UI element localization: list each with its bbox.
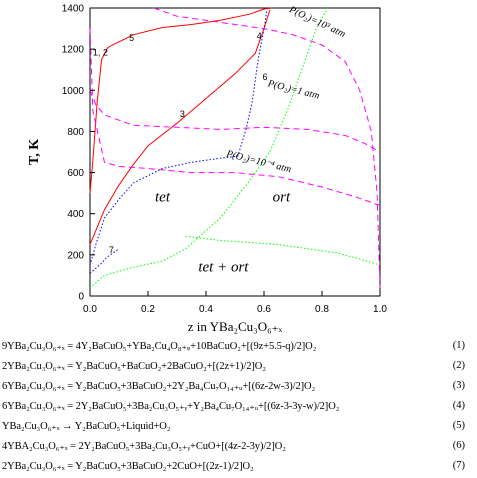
equation-row: 2YBa₂Cu₃O₆₊ₓ = Y₂BaCuO₅+BaCuO₂+2BaCuO₂+[…: [0, 358, 477, 378]
y-axis-title: T, K: [27, 139, 42, 165]
equation-text: YBa₂Cu₃O₆₊ₓ → Y₂BaCuO₅+Liquid+O₂: [2, 421, 171, 432]
equation-number: (4): [452, 400, 465, 411]
x-tick-label: 0.4: [199, 304, 213, 315]
equation-row: 9YBa₂Cu₃O₆₊ₓ = 4Y₂BaCuO₅+YBa₂Cu₄O₈₊ᵩ+10B…: [0, 338, 477, 358]
equation-row: 6YBa₂Cu₃O₆₊ₓ = 2Y₂BaCuO₅+3Ba₂Cu₃O₅₊ᵧ+Y₂B…: [0, 398, 477, 418]
equation-text: 6YBa₂Cu₃O₆₊ₓ = Y₂BaCuO₅+3BaCuO₂+2Y₂Ba₄Cu…: [2, 381, 316, 392]
x-axis-title: z in YBa₂Cu₃O₆₊ₓ: [188, 319, 283, 334]
y-tick-label: 0: [78, 292, 84, 303]
y-tick-label: 1400: [62, 4, 85, 15]
x-tick-label: 0.0: [83, 304, 97, 315]
y-tick-label: 600: [67, 168, 84, 179]
series-two-phase-dome: [185, 235, 381, 266]
curve-label: 1, 2: [93, 47, 108, 57]
phase-diagram: 0.0 0.2 0.4 0.6 0.8 1.0 0 200 400 600 800 1000 1200 1…: [27, 4, 387, 335]
curve-label: 4: [257, 31, 262, 41]
equation-number: (3): [452, 380, 465, 391]
curve-label: 6: [263, 72, 268, 82]
equation-number: (1): [452, 340, 465, 351]
equation-number: (6): [452, 440, 465, 451]
equation-row: 4YBA₂Cu₃O₆₊ₓ = 2Y₂BaCuO₅+3Ba₂Cu₃O₅₊ᵧ+CuO…: [0, 438, 477, 458]
y-tick-label: 800: [67, 127, 84, 138]
series-tet-ort-boundary: [89, 7, 329, 289]
curve-label: 3: [180, 109, 185, 119]
equation-text: 4YBA₂Cu₃O₆₊ₓ = 2Y₂BaCuO₅+3Ba₂Cu₃O₅₊ᵧ+CuO…: [2, 441, 286, 452]
isobar-label: P(O₂)=10³ atm: [287, 4, 348, 40]
y-tick-label: 400: [67, 209, 84, 220]
region-label: tet + ort: [198, 259, 249, 275]
x-tick-label: 0.2: [141, 304, 155, 315]
isobar-label: P(O₂)=10⁻⁴ atm: [224, 148, 292, 175]
curve-label: 7: [109, 245, 114, 255]
equation-text: 6YBa₂Cu₃O₆₊ₓ = 2Y₂BaCuO₅+3Ba₂Cu₃O₅₊ᵧ+Y₂B…: [2, 401, 340, 412]
equation-row: 6YBa₂Cu₃O₆₊ₓ = Y₂BaCuO₅+3BaCuO₂+2Y₂Ba₄Cu…: [0, 378, 477, 398]
curve-label: 5: [129, 33, 134, 43]
series-curve-4-6: [89, 10, 268, 266]
region-label: tet: [155, 189, 171, 205]
equation-text: 2YBa₂Cu₃O₆₊ₓ = Y₂BaCuO₅+BaCuO₂+2BaCuO₂+[…: [2, 361, 266, 372]
series-curve-3: [89, 9, 271, 245]
y-tick-label: 1200: [62, 45, 85, 56]
equation-number: (2): [452, 360, 465, 371]
series-curve-7: [89, 248, 120, 274]
equation-row: 2YBa₂Cu₃O₆₊ₓ = Y₂BaCuO₅+3BaCuO₂+2CuO+[(2…: [0, 458, 477, 478]
isobar-label: P(O₂)=1 atm: [266, 78, 321, 102]
equation-number: (5): [452, 420, 465, 431]
reaction-equations: 9YBa₂Cu₃O₆₊ₓ = 4Y₂BaCuO₅+YBa₂Cu₄O₈₊ᵩ+10B…: [0, 338, 477, 478]
series-curve-5: [110, 7, 273, 47]
y-tick-label: 200: [67, 250, 84, 261]
x-tick-label: 0.6: [257, 304, 271, 315]
equation-row: YBa₂Cu₃O₆₊ₓ → Y₂BaCuO₅+Liquid+O₂ (5): [0, 418, 477, 438]
series-curve-1-2: [89, 45, 111, 194]
equation-text: 2YBa₂Cu₃O₆₊ₓ = Y₂BaCuO₅+3BaCuO₂+2CuO+[(2…: [2, 461, 254, 472]
region-label: ort: [273, 189, 291, 205]
series-isobar-1: [89, 90, 381, 153]
y-tick-label: 1000: [62, 86, 85, 97]
series-isobar-1e3: [153, 7, 381, 288]
series-isobar-1e-4: [89, 28, 381, 206]
equation-number: (7): [452, 460, 465, 471]
x-tick-label: 1.0: [373, 304, 387, 315]
equation-text: 9YBa₂Cu₃O₆₊ₓ = 4Y₂BaCuO₅+YBa₂Cu₄O₈₊ᵩ+10B…: [2, 341, 317, 352]
x-tick-label: 0.8: [315, 304, 329, 315]
